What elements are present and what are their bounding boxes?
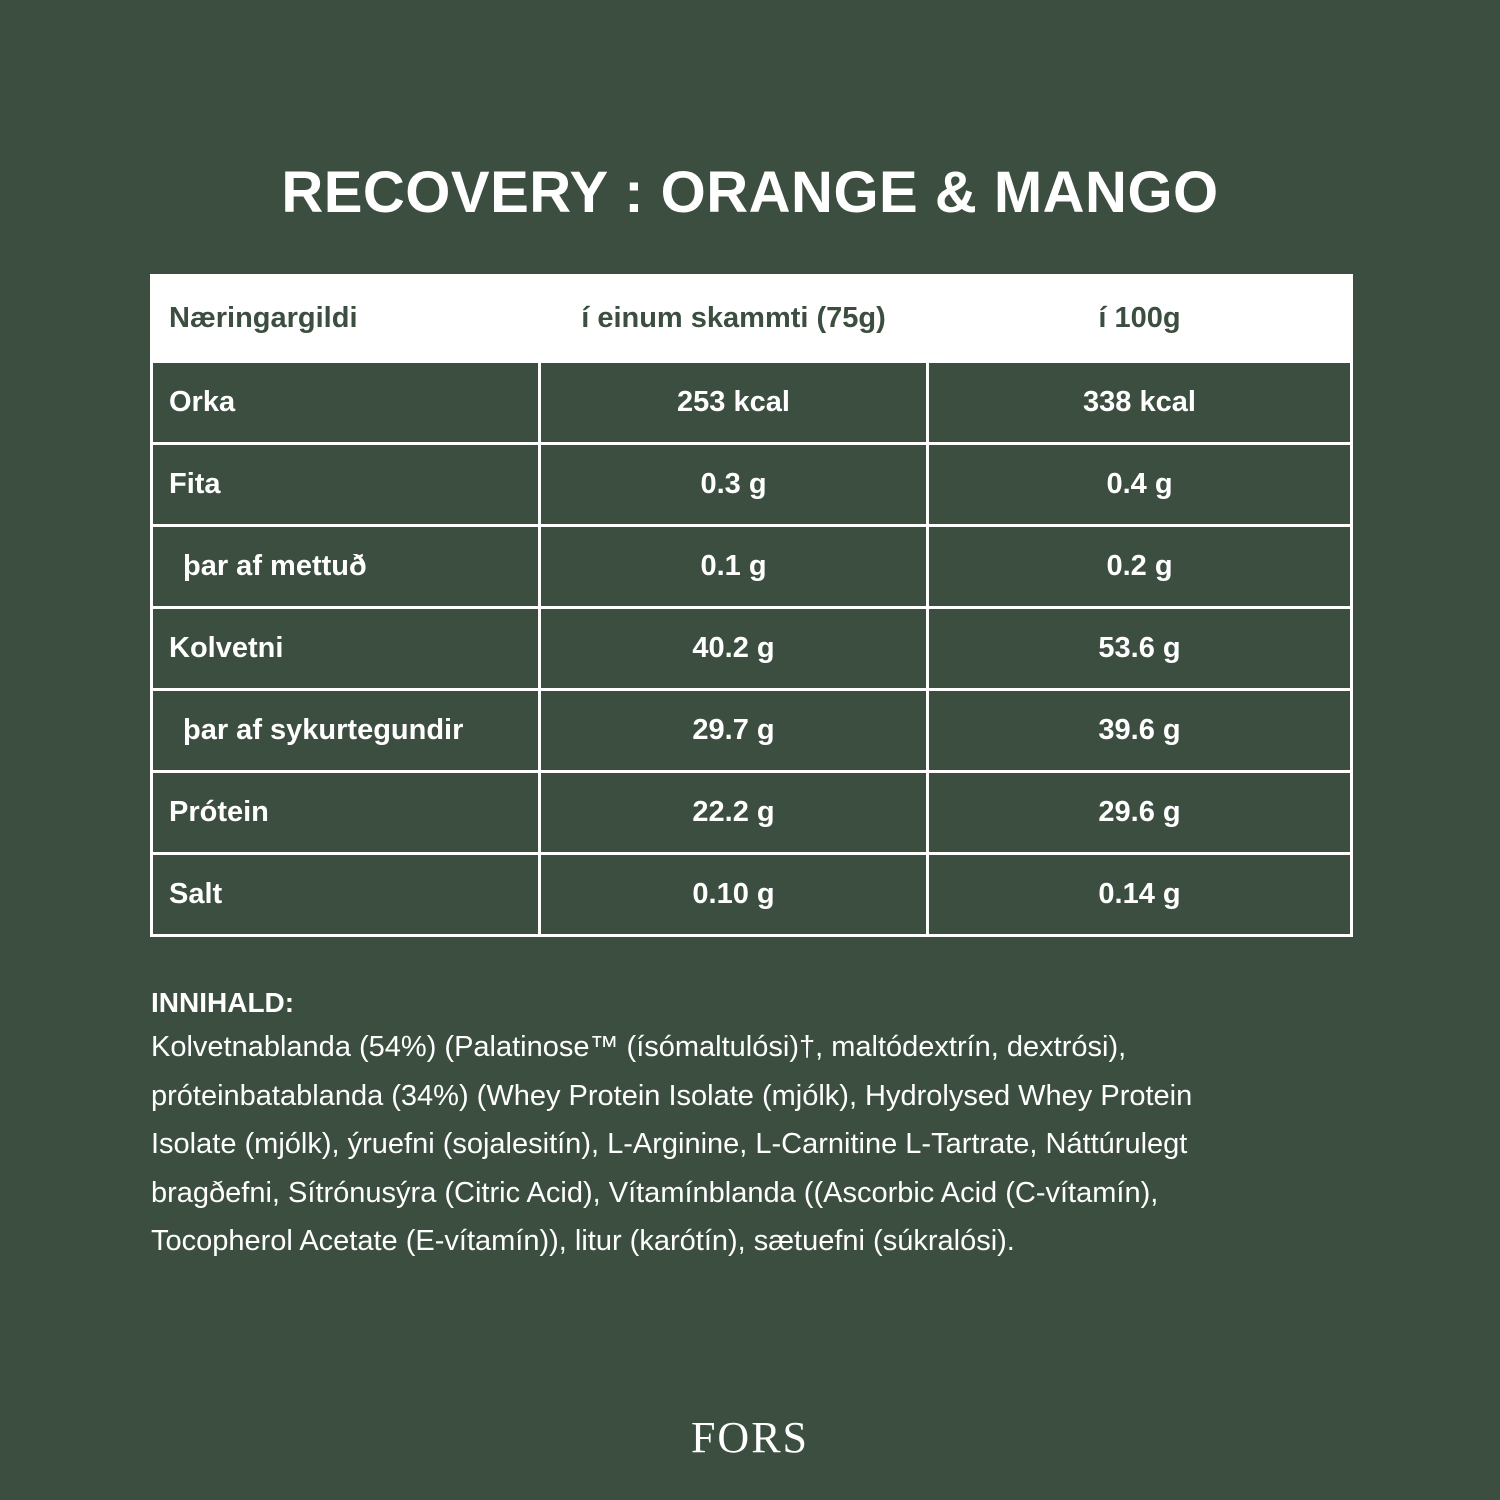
header-per-100g: í 100g: [926, 274, 1353, 363]
row-serving-value: 0.3 g: [538, 442, 929, 527]
ingredients-line: Tocopherol Acetate (E-vítamín)), litur (…: [151, 1225, 1015, 1257]
nutrition-table: Næringargildi í einum skammti (75g) í 10…: [150, 274, 1353, 937]
table-row: þar af sykurtegundir 29.7 g 39.6 g: [150, 688, 1353, 773]
page-title: RECOVERY : ORANGE & MANGO: [281, 160, 1219, 225]
row-per100-value: 0.4 g: [926, 442, 1353, 527]
row-label: Orka: [150, 360, 541, 445]
row-serving-value: 253 kcal: [538, 360, 929, 445]
row-label: Fita: [150, 442, 541, 527]
ingredients-line: bragðefni, Sítrónusýra (Citric Acid), Ví…: [151, 1176, 1159, 1209]
row-per100-value: 0.2 g: [926, 524, 1353, 609]
table-row: Orka 253 kcal 338 kcal: [150, 360, 1353, 445]
ingredients-heading: INNIHALD:: [151, 987, 295, 1018]
row-serving-value: 0.1 g: [538, 524, 929, 609]
ingredients-line: próteinbatablanda (34%) (Whey Protein Is…: [151, 1079, 1193, 1112]
row-label: þar af mettuð: [150, 524, 541, 609]
row-label: þar af sykurtegundir: [150, 688, 541, 773]
row-serving-value: 40.2 g: [538, 606, 929, 691]
table-row: Fita 0.3 g 0.4 g: [150, 442, 1353, 527]
row-serving-value: 0.10 g: [538, 852, 929, 937]
row-serving-value: 29.7 g: [538, 688, 929, 773]
table-row: Salt 0.10 g 0.14 g: [150, 852, 1353, 937]
table-row: þar af mettuð 0.1 g 0.2 g: [150, 524, 1353, 609]
table-row: Kolvetni 40.2 g 53.6 g: [150, 606, 1353, 691]
ingredients-line: Isolate (mjólk), ýruefni (sojalesitín), …: [151, 1128, 1188, 1160]
row-label: Salt: [150, 852, 541, 937]
header-per-serving: í einum skammti (75g): [538, 274, 929, 363]
row-per100-value: 39.6 g: [926, 688, 1353, 773]
row-label: Prótein: [150, 770, 541, 855]
row-per100-value: 338 kcal: [926, 360, 1353, 445]
row-per100-value: 0.14 g: [926, 852, 1353, 937]
ingredients-line: Kolvetnablanda (54%) (Palatinose™ (ísóma…: [151, 1031, 1127, 1063]
brand-logo: FORS: [690, 1413, 810, 1462]
row-serving-value: 22.2 g: [538, 770, 929, 855]
ingredients-section: INNIHALD: Kolvetnablanda (54%) (Palatino…: [151, 983, 1351, 1266]
header-nutrient: Næringargildi: [150, 274, 541, 363]
table-row: Prótein 22.2 g 29.6 g: [150, 770, 1353, 855]
row-label: Kolvetni: [150, 606, 541, 691]
row-per100-value: 53.6 g: [926, 606, 1353, 691]
row-per100-value: 29.6 g: [926, 770, 1353, 855]
table-header-row: Næringargildi í einum skammti (75g) í 10…: [150, 274, 1353, 363]
